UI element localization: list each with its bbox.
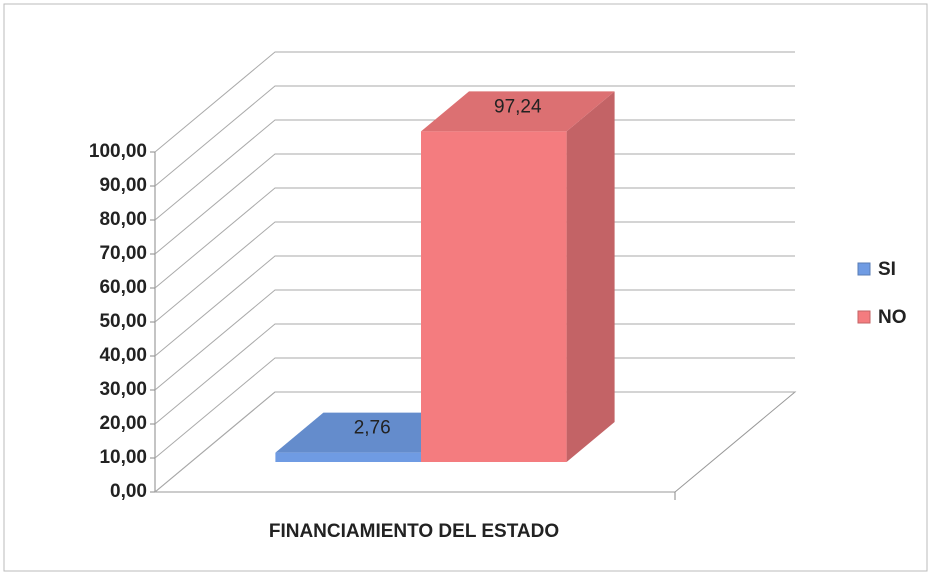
legend-swatch bbox=[857, 262, 871, 276]
bar-top bbox=[275, 412, 469, 453]
y-tick-label: 100,00 bbox=[89, 141, 147, 162]
data-label: 97,24 bbox=[494, 96, 542, 117]
grid-line bbox=[154, 255, 795, 357]
legend-swatch bbox=[857, 310, 871, 324]
legend-label: SI bbox=[878, 259, 896, 280]
y-tick-label: 40,00 bbox=[99, 345, 147, 366]
y-tick-label: 60,00 bbox=[99, 277, 147, 298]
grid-line bbox=[154, 153, 795, 255]
grid-line bbox=[154, 85, 795, 187]
grid-line bbox=[154, 289, 795, 391]
grid-line bbox=[154, 357, 795, 459]
grid-line bbox=[154, 119, 795, 221]
y-tick-label: 70,00 bbox=[99, 243, 147, 264]
y-tick-label: 80,00 bbox=[99, 209, 147, 230]
x-axis-label: FINANCIAMIENTO DEL ESTADO bbox=[269, 521, 559, 542]
y-tick-label: 0,00 bbox=[110, 481, 147, 502]
grid-line bbox=[154, 323, 795, 425]
grid-line bbox=[154, 51, 795, 153]
legend-label: NO bbox=[878, 307, 907, 328]
y-tick-label: 20,00 bbox=[99, 413, 147, 434]
bar bbox=[275, 452, 421, 462]
data-label: 2,76 bbox=[354, 418, 391, 439]
grid-line bbox=[154, 187, 795, 289]
bar-side bbox=[566, 91, 615, 462]
y-tick-label: 90,00 bbox=[99, 175, 147, 196]
grid-line bbox=[154, 221, 795, 323]
bar bbox=[421, 131, 567, 462]
grid-line bbox=[154, 391, 795, 493]
y-tick-label: 50,00 bbox=[99, 311, 147, 332]
y-tick-label: 30,00 bbox=[99, 379, 147, 400]
y-tick-label: 10,00 bbox=[99, 447, 147, 468]
bar-top bbox=[421, 91, 615, 132]
